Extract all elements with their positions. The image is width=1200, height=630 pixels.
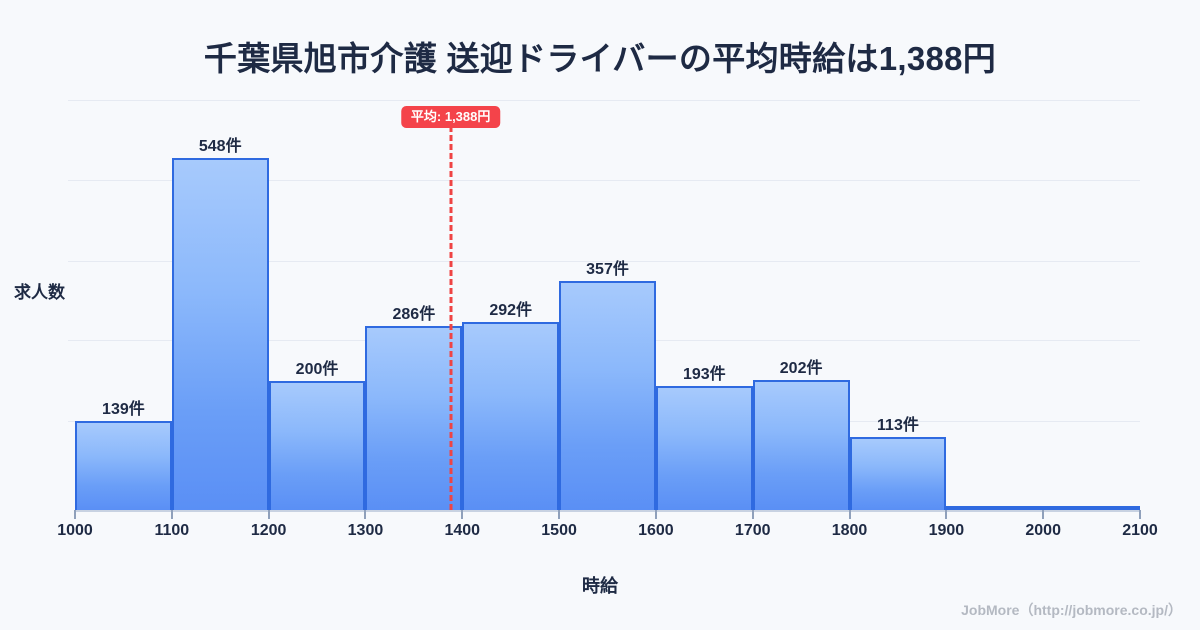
gridline (68, 100, 1140, 101)
x-axis-tick-label: 1400 (444, 522, 481, 539)
x-axis-tick (558, 510, 561, 519)
bars-layer (75, 100, 1140, 510)
bar-value-label: 548件 (198, 137, 242, 155)
x-axis-tick (170, 510, 173, 519)
bar-value-label: 286件 (392, 306, 436, 324)
bar (946, 506, 1044, 510)
bar (171, 157, 269, 510)
y-axis-title: 求人数 (14, 283, 65, 302)
bar (655, 385, 753, 510)
bar-value-label: 292件 (489, 302, 533, 320)
x-axis-tick-label: 1800 (831, 522, 868, 539)
x-axis-tick-label: 1500 (541, 522, 577, 539)
x-axis-tick (461, 510, 464, 519)
x-axis-tick (848, 510, 851, 519)
x-axis-line (75, 510, 1140, 512)
bar (849, 437, 947, 510)
bar-value-label: 202件 (779, 360, 823, 378)
x-axis-tick (945, 510, 948, 519)
x-axis-tick (751, 510, 754, 519)
x-axis-title: 時給 (582, 576, 618, 596)
bar-value-label: 200件 (295, 361, 339, 379)
x-axis-tick-label: 1900 (928, 522, 965, 539)
x-axis-tick (364, 510, 367, 519)
x-axis-tick (1139, 510, 1141, 519)
x-axis-tick (654, 510, 657, 519)
gridline (68, 180, 1140, 182)
x-axis-tick-label: 2100 (1122, 522, 1158, 539)
bar (752, 380, 850, 510)
bar (1043, 506, 1140, 510)
average-badge: 平均: 1,388円 (400, 106, 501, 128)
bar-value-label: 113件 (877, 417, 919, 435)
bar (75, 420, 172, 510)
x-axis-tick-label: 1700 (734, 522, 771, 539)
bar (365, 326, 463, 510)
page-title: 千葉県旭市介護 送迎ドライバーの平均時給は1,388円 (203, 40, 997, 77)
x-axis-tick-label: 1600 (638, 522, 674, 539)
bar-value-label: 139件 (102, 400, 145, 418)
plot-area (68, 100, 1140, 510)
bar (559, 280, 656, 510)
x-axis-tick (74, 510, 76, 519)
average-line (449, 126, 453, 510)
x-axis-tick-label: 2000 (1025, 522, 1061, 539)
x-axis-tick (267, 510, 270, 519)
x-axis-tick-label: 1200 (250, 522, 287, 539)
bar-value-label: 357件 (586, 260, 629, 278)
x-axis-tick-label: 1100 (154, 522, 190, 539)
bar (268, 381, 366, 510)
x-axis-tick (1042, 510, 1045, 519)
gridline (68, 260, 1140, 262)
x-axis-tick-label: 1000 (57, 522, 93, 539)
bar (462, 322, 560, 510)
bar-value-label: 193件 (682, 365, 726, 383)
footer-credit: JobMore（http://jobmore.co.jp/） (961, 602, 1182, 618)
x-axis-tick-label: 1300 (347, 522, 384, 539)
